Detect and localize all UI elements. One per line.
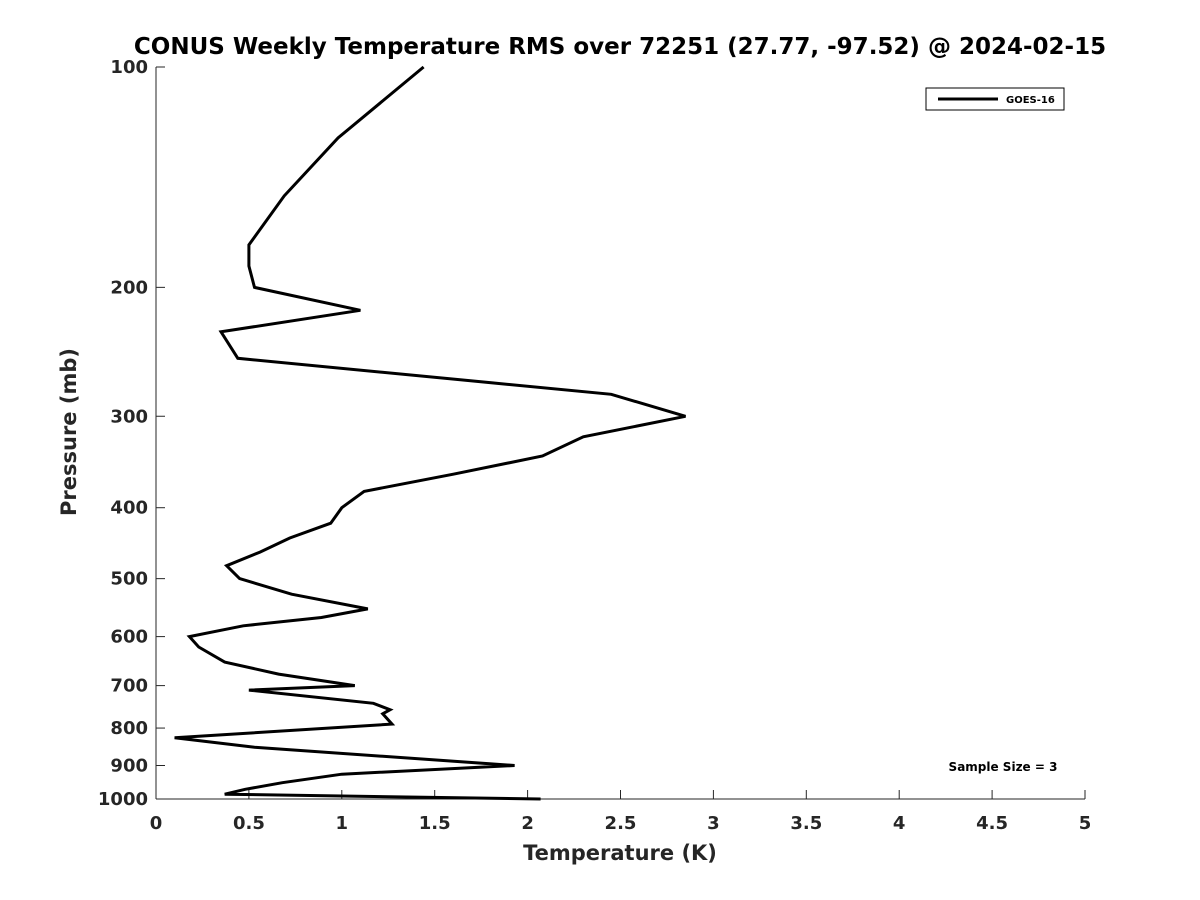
plot-area: 0 0.5 1 1.5 2 2.5 3 3.5 4 4.5 5 100 200 300 400 500 600 7…: [98, 57, 1091, 834]
x-tick-label: 3: [707, 813, 720, 834]
sample-size-annotation: Sample Size = 3: [949, 760, 1058, 774]
y-tick-label: 300: [110, 406, 148, 427]
y-tick-label: 700: [110, 676, 148, 697]
x-axis-label: Temperature (K): [523, 841, 717, 865]
x-tick-label: 5: [1079, 813, 1092, 834]
y-tick-label: 200: [110, 277, 148, 298]
x-tick-label: 1: [336, 813, 349, 834]
x-tick-label: 0: [150, 813, 163, 834]
x-tick-label: 4: [893, 813, 906, 834]
y-tick-label: 800: [110, 718, 148, 739]
y-tick-label: 400: [110, 498, 148, 519]
y-tick-label: 500: [110, 569, 148, 590]
legend: GOES-16: [925, 87, 1065, 111]
y-tick-label: 100: [110, 57, 148, 78]
y-axis-label: Pressure (mb): [57, 348, 81, 516]
x-tick-label: 2: [521, 813, 534, 834]
x-tick-label: 1.5: [419, 813, 451, 834]
y-tick-label: 900: [110, 756, 148, 777]
legend-entry: GOES-16: [1006, 95, 1055, 106]
chart-title: CONUS Weekly Temperature RMS over 72251 …: [134, 34, 1106, 60]
y-tick-label: 1000: [98, 789, 148, 810]
series-line-goes-16: [174, 65, 686, 801]
x-tick-label: 4.5: [976, 813, 1008, 834]
x-tick-label: 0.5: [233, 813, 265, 834]
x-tick-label: 2.5: [605, 813, 637, 834]
x-tick-label: 3.5: [790, 813, 822, 834]
y-tick-label: 600: [110, 627, 148, 648]
